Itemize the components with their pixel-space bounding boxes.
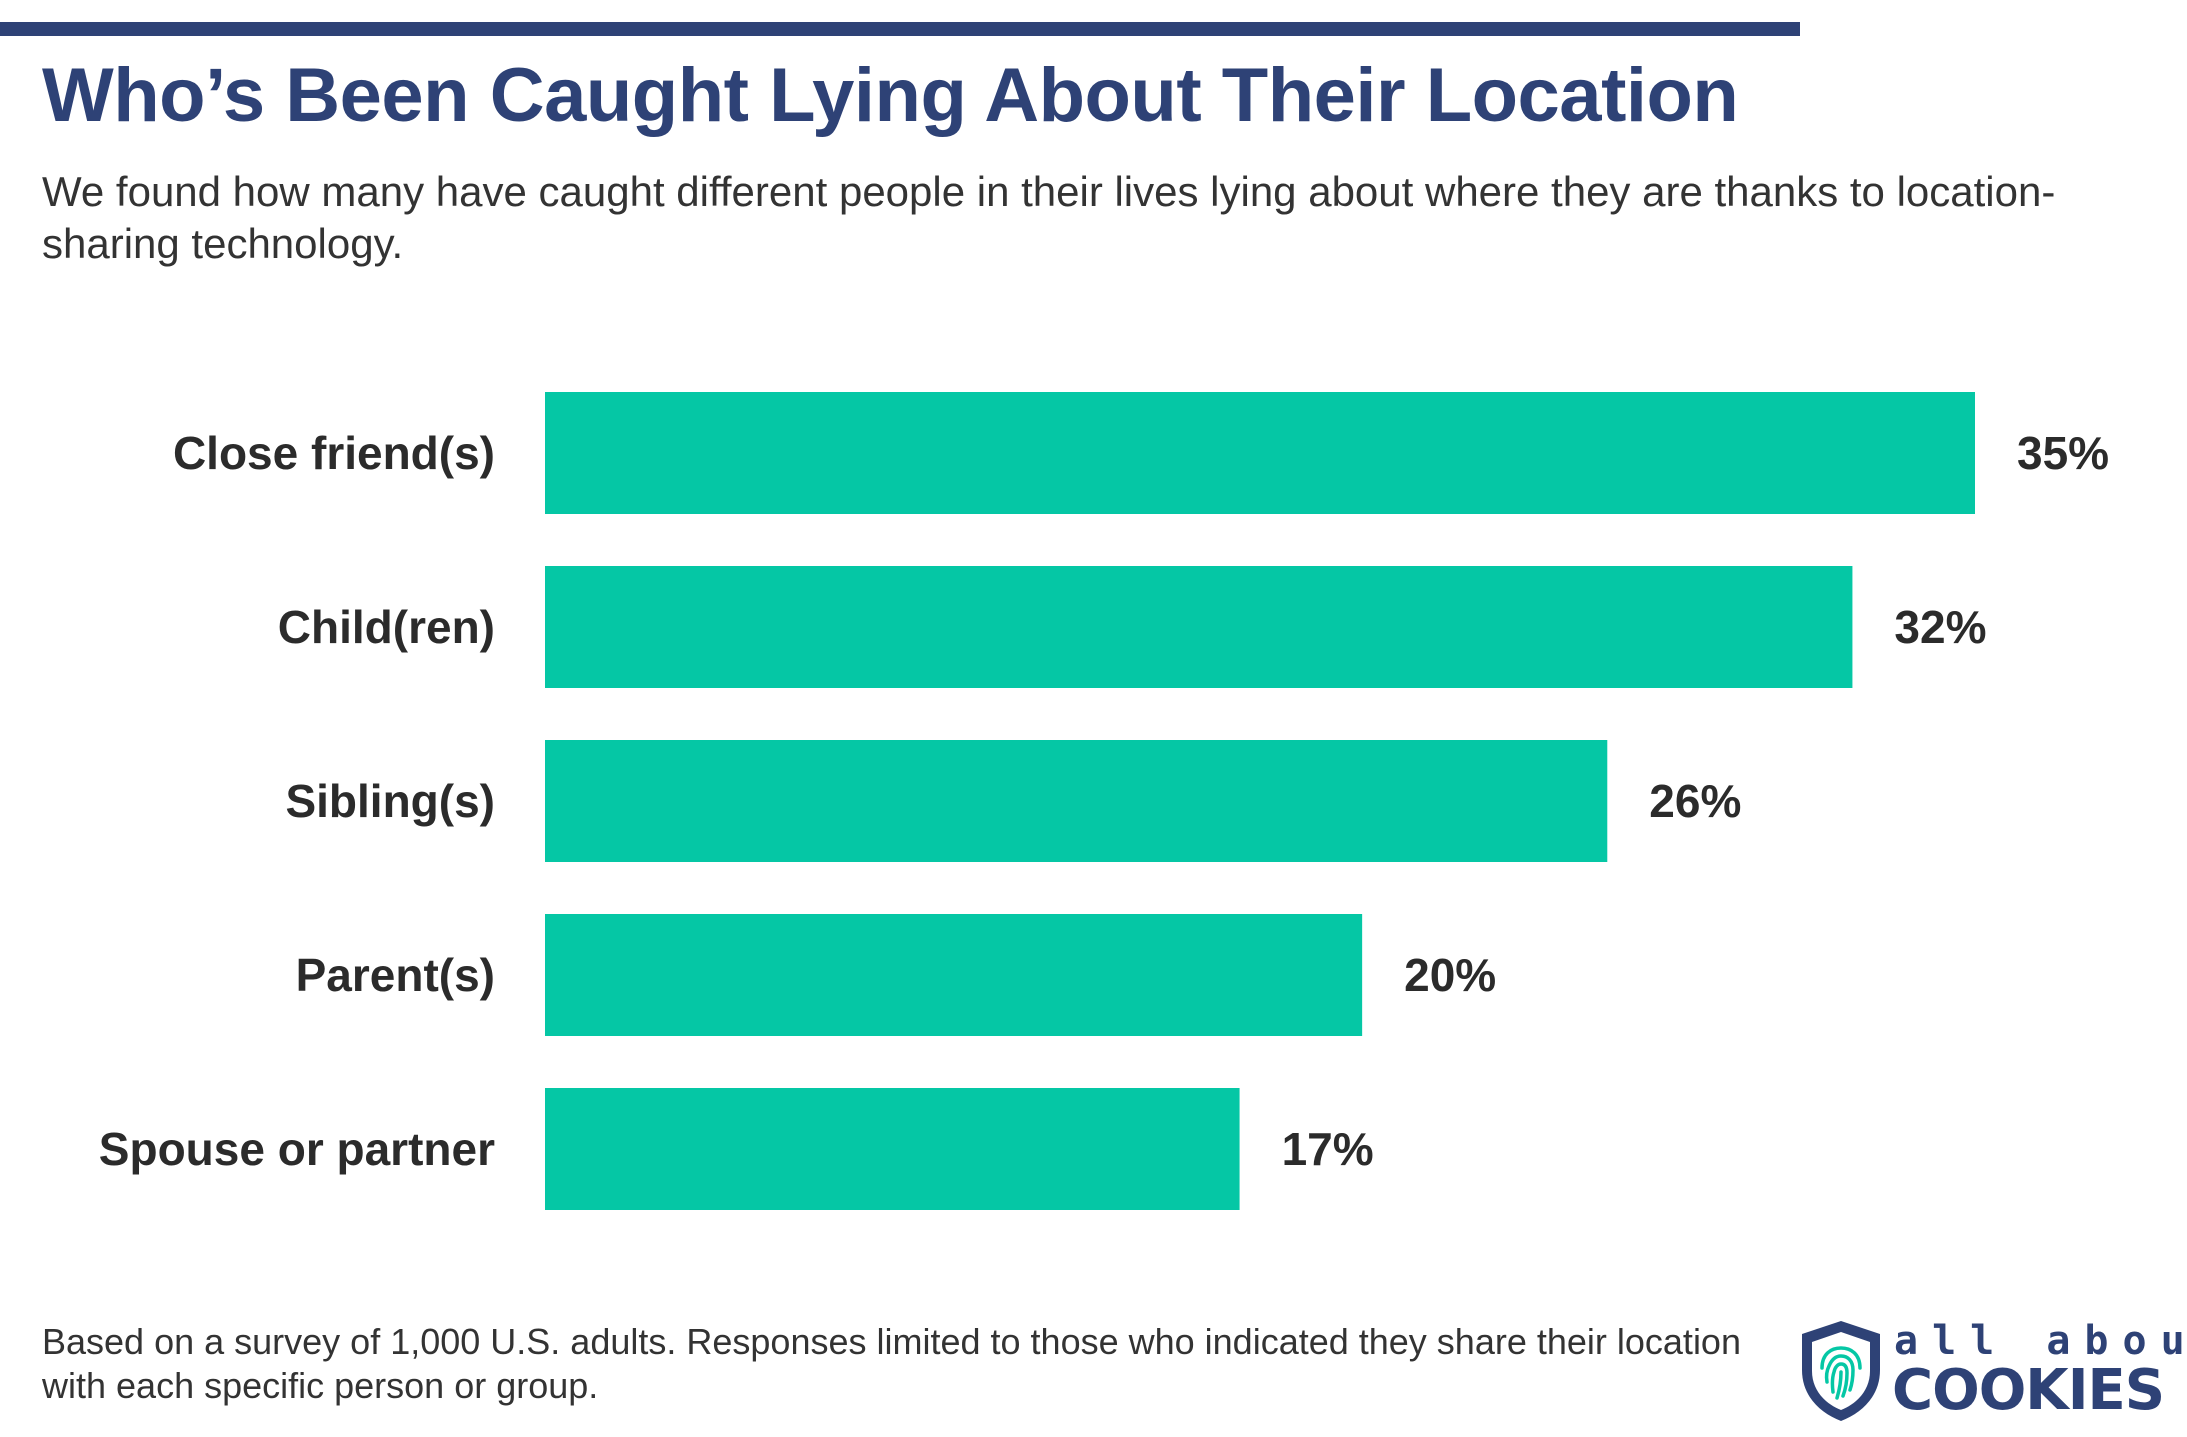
bar (545, 914, 1363, 1036)
survey-footnote: Based on a survey of 1,000 U.S. adults. … (42, 1321, 1741, 1406)
category-label: Parent(s) (296, 949, 495, 1001)
chart-title: Who’s Been Caught Lying About Their Loca… (42, 53, 1739, 138)
brand-logo: all about COOKIES (1798, 1318, 2187, 1426)
shield-fingerprint-icon (1802, 1321, 1880, 1421)
category-label: Sibling(s) (285, 775, 495, 827)
category-label: Close friend(s) (173, 427, 495, 479)
logo-text-top: all about (1894, 1318, 2187, 1364)
logo-text-bottom: COOKIES (1892, 1358, 2165, 1423)
category-label: Child(ren) (278, 601, 495, 653)
top-rule (0, 22, 1800, 36)
value-label: 35% (2017, 427, 2109, 479)
category-label: Spouse or partner (99, 1123, 495, 1175)
value-label: 20% (1404, 949, 1496, 1001)
value-labels: 35% 32% 26% 20% 17% (1282, 427, 2110, 1175)
bar (545, 1088, 1240, 1210)
bar (545, 392, 1975, 514)
bar (545, 566, 1853, 688)
value-label: 26% (1649, 775, 1741, 827)
value-label: 32% (1894, 601, 1986, 653)
value-label: 17% (1282, 1123, 1374, 1175)
bars (545, 392, 1975, 1210)
bar (545, 740, 1608, 862)
category-labels: Close friend(s) Child(ren) Sibling(s) Paren… (99, 427, 495, 1175)
chart-subtitle: We found how many have caught different … (42, 168, 2056, 267)
